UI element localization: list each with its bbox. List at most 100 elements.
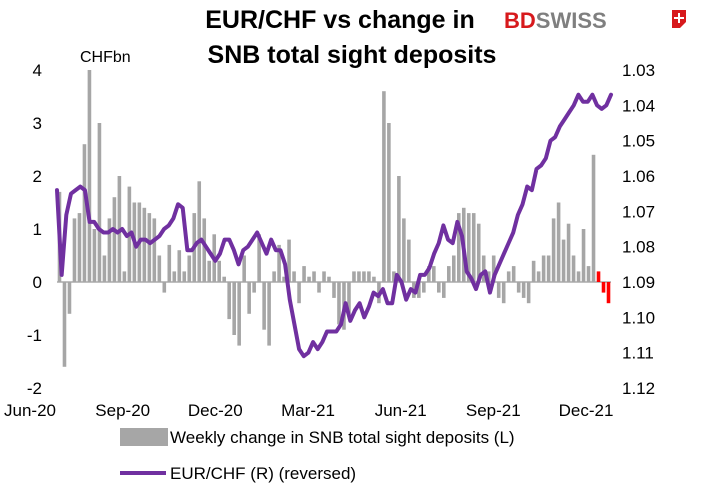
x-axis-tick-label: Sep-20 xyxy=(95,401,150,420)
bar xyxy=(167,244,172,282)
bar xyxy=(471,213,476,282)
bar xyxy=(267,282,271,346)
right-axis-tick-label: 1.06 xyxy=(622,167,655,186)
bar xyxy=(571,255,576,282)
bar xyxy=(521,282,526,298)
bar xyxy=(202,218,207,282)
bar xyxy=(97,123,102,282)
bar xyxy=(556,202,561,282)
bar xyxy=(312,271,316,282)
bar xyxy=(451,255,456,282)
bar xyxy=(247,282,251,314)
bar xyxy=(541,255,546,282)
bar xyxy=(511,266,516,282)
bar xyxy=(387,123,391,282)
bar xyxy=(242,255,246,282)
bar xyxy=(432,266,436,282)
bar xyxy=(407,239,411,282)
bar xyxy=(566,223,571,282)
eurchf-line xyxy=(55,92,613,359)
legend: Weekly change in SNB total sight deposit… xyxy=(120,428,515,483)
bar xyxy=(427,266,431,282)
right-axis-tick-label: 1.05 xyxy=(622,132,655,151)
bar xyxy=(102,255,107,282)
x-axis-tick-label: Dec-20 xyxy=(188,401,243,420)
bar xyxy=(317,282,321,293)
bar xyxy=(197,181,202,282)
bar xyxy=(77,213,82,282)
bar xyxy=(352,271,356,282)
bar xyxy=(327,276,331,282)
bar xyxy=(217,260,221,282)
chart-title-line-1: EUR/CHF vs change in xyxy=(205,6,475,34)
bar xyxy=(307,276,311,282)
bar xyxy=(237,282,241,346)
bar xyxy=(282,276,286,282)
bar xyxy=(277,244,281,282)
legend-bar-swatch xyxy=(120,428,168,446)
bar xyxy=(362,271,366,282)
bar xyxy=(601,282,606,293)
bar xyxy=(162,282,167,293)
bar xyxy=(397,176,401,282)
bar xyxy=(67,282,72,314)
bar xyxy=(486,271,491,282)
right-axis-tick-label: 1.10 xyxy=(622,308,655,327)
bar xyxy=(322,271,326,282)
bar xyxy=(87,70,92,282)
bar xyxy=(496,282,501,298)
bar xyxy=(367,271,371,282)
bar xyxy=(257,234,261,282)
bar xyxy=(481,255,486,282)
bar xyxy=(606,282,611,304)
bar xyxy=(576,271,581,282)
x-axis-tick-label: Mar-21 xyxy=(281,401,335,420)
bar xyxy=(92,229,97,282)
bar xyxy=(337,282,341,325)
right-axis-tick-label: 1.11 xyxy=(622,344,654,363)
chart-title-line-2: SNB total sight deposits xyxy=(208,41,497,69)
bar xyxy=(287,239,291,282)
bar xyxy=(152,218,157,282)
brand-logo-cross-icon xyxy=(674,13,684,23)
bar xyxy=(456,213,461,282)
bar xyxy=(172,271,177,282)
bar xyxy=(422,282,426,293)
bar xyxy=(332,282,336,298)
x-axis-tick-label: Jun-20 xyxy=(4,401,56,420)
bar xyxy=(382,91,386,282)
bar xyxy=(437,282,441,293)
bar xyxy=(142,207,147,282)
bar xyxy=(536,271,541,282)
bar xyxy=(62,282,67,367)
bar xyxy=(417,282,421,298)
left-axis-tick-label: -1 xyxy=(27,326,42,345)
bar xyxy=(292,271,296,282)
bar xyxy=(392,271,396,282)
bar xyxy=(551,218,556,282)
bar xyxy=(491,255,496,282)
brand-logo-prefix: BD xyxy=(504,8,536,33)
left-axis-tick-label: 4 xyxy=(33,61,42,80)
bar xyxy=(596,271,601,282)
bar xyxy=(302,266,306,282)
bar xyxy=(347,282,351,314)
bar xyxy=(476,223,481,282)
bar xyxy=(591,154,596,282)
bar xyxy=(442,282,446,298)
bar xyxy=(372,276,376,282)
brand-logo-suffix: SWISS xyxy=(536,8,607,33)
svg-text:BDSWISS: BDSWISS xyxy=(504,8,607,33)
bar xyxy=(526,282,531,304)
bar xyxy=(232,282,236,335)
bar xyxy=(227,282,231,320)
x-axis-tick-label: Jun-21 xyxy=(375,401,427,420)
bar xyxy=(157,255,162,282)
left-axis-tick-label: 3 xyxy=(33,114,42,133)
right-axis-tick-label: 1.09 xyxy=(622,273,655,292)
bar xyxy=(447,266,451,282)
bar xyxy=(297,282,301,304)
right-axis-tick-label: 1.12 xyxy=(622,379,655,398)
bar xyxy=(82,144,87,282)
